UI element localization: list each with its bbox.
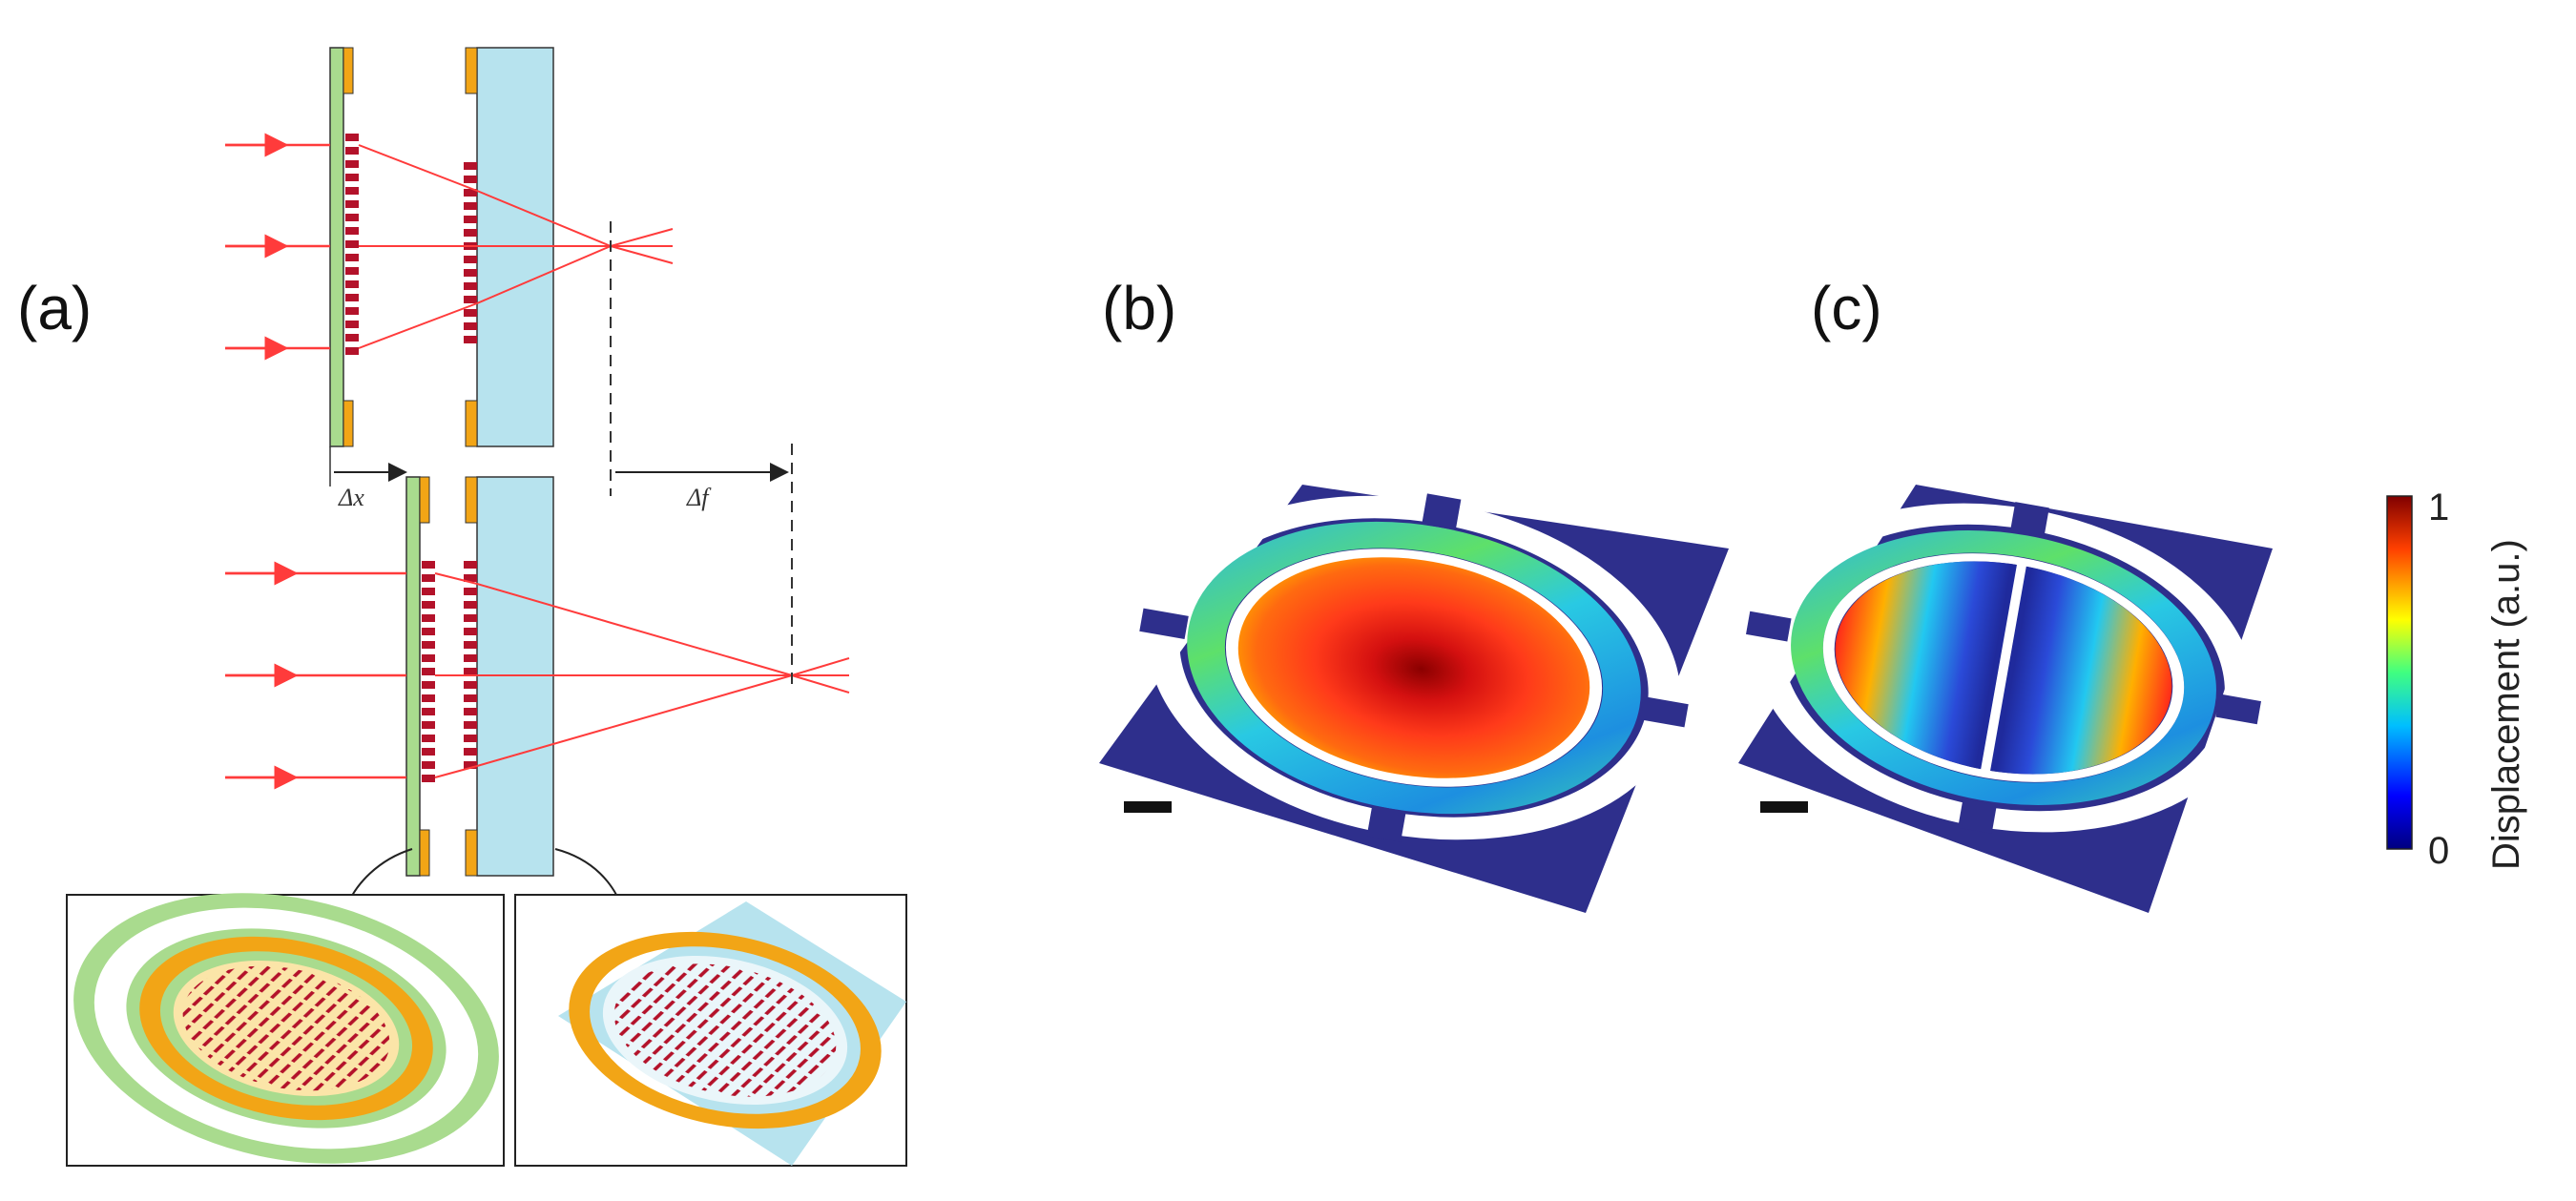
colorbar-max-label: 1 (2428, 487, 2449, 528)
membrane-electrode-ring (139, 936, 433, 1121)
top-incoming-rays (225, 133, 330, 361)
bottom-membrane (405, 476, 421, 877)
bottom-refracted-rays (434, 572, 850, 778)
bottom-membrane-electrode-upper (419, 476, 430, 524)
substrate-inset (514, 894, 907, 1167)
top-refracted-rays (358, 144, 674, 349)
top-membrane (329, 47, 344, 447)
top-membrane-antennas (345, 134, 359, 355)
panel-c-scale-bar (1760, 801, 1808, 813)
panel-c-anchor (1746, 611, 1792, 642)
bottom-substrate-electrode-lower (465, 829, 478, 877)
bottom-substrate-antennas (464, 561, 477, 769)
delta-f-label: Δf (686, 484, 712, 511)
panel-a-label: (a) (17, 274, 92, 342)
bottom-incoming-rays (225, 561, 406, 790)
delta-x-label: Δx (338, 484, 364, 511)
delta-x-indicator: Δx (329, 446, 407, 511)
panel-b-anchor (1139, 608, 1189, 640)
membrane-inset (66, 893, 505, 1167)
panel-c-label: (c) (1811, 274, 1882, 342)
bottom-substrate-electrode-upper (465, 476, 478, 524)
delta-f-indicator: Δf (615, 463, 789, 511)
panel-b-displacement-map (1237, 557, 1590, 778)
panel-a: (a) (17, 47, 907, 1167)
panel-c-anchor (1958, 799, 1997, 834)
top-configuration (225, 47, 674, 496)
panel-b-ring (1187, 521, 1641, 815)
top-substrate-electrode-lower (465, 400, 478, 447)
panel-c-ring (1791, 529, 2216, 806)
colorbar-gradient (2386, 495, 2413, 850)
colorbar-title: Displacement (a.u.) (2485, 539, 2527, 870)
top-membrane-electrode-lower (343, 400, 354, 447)
top-substrate-electrode-upper (465, 47, 478, 94)
panel-b-anchor (1422, 493, 1462, 530)
membrane-outer-ring (73, 893, 499, 1164)
panel-b: (b) (1099, 274, 1729, 913)
membrane-antenna-array (182, 965, 390, 1091)
bottom-membrane-electrode-lower (419, 829, 430, 877)
panel-b-anchor (1366, 805, 1406, 842)
panel-b-scale-bar (1124, 801, 1172, 813)
colorbar: 1 0 Displacement (a.u.) (2386, 487, 2527, 872)
panel-c-anchor (2010, 502, 2049, 536)
colorbar-min-label: 0 (2428, 830, 2449, 872)
top-membrane-electrode-upper (343, 47, 354, 94)
substrate-antenna-array (613, 963, 837, 1097)
panel-b-label: (b) (1102, 274, 1176, 342)
panel-c-nodal-line (1980, 558, 2027, 777)
bottom-membrane-antennas (422, 561, 435, 782)
substrate-electrode-ring (569, 931, 882, 1129)
panel-c-anchor (2215, 694, 2261, 725)
panel-c: (c) (1738, 274, 2273, 913)
panel-b-anchor (1639, 695, 1689, 728)
bottom-configuration (225, 444, 850, 877)
panel-b-gap (1225, 549, 1603, 787)
